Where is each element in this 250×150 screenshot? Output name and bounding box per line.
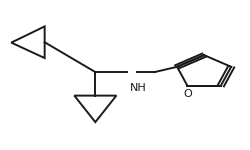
Text: O: O	[183, 89, 192, 99]
Text: NH: NH	[130, 83, 147, 93]
